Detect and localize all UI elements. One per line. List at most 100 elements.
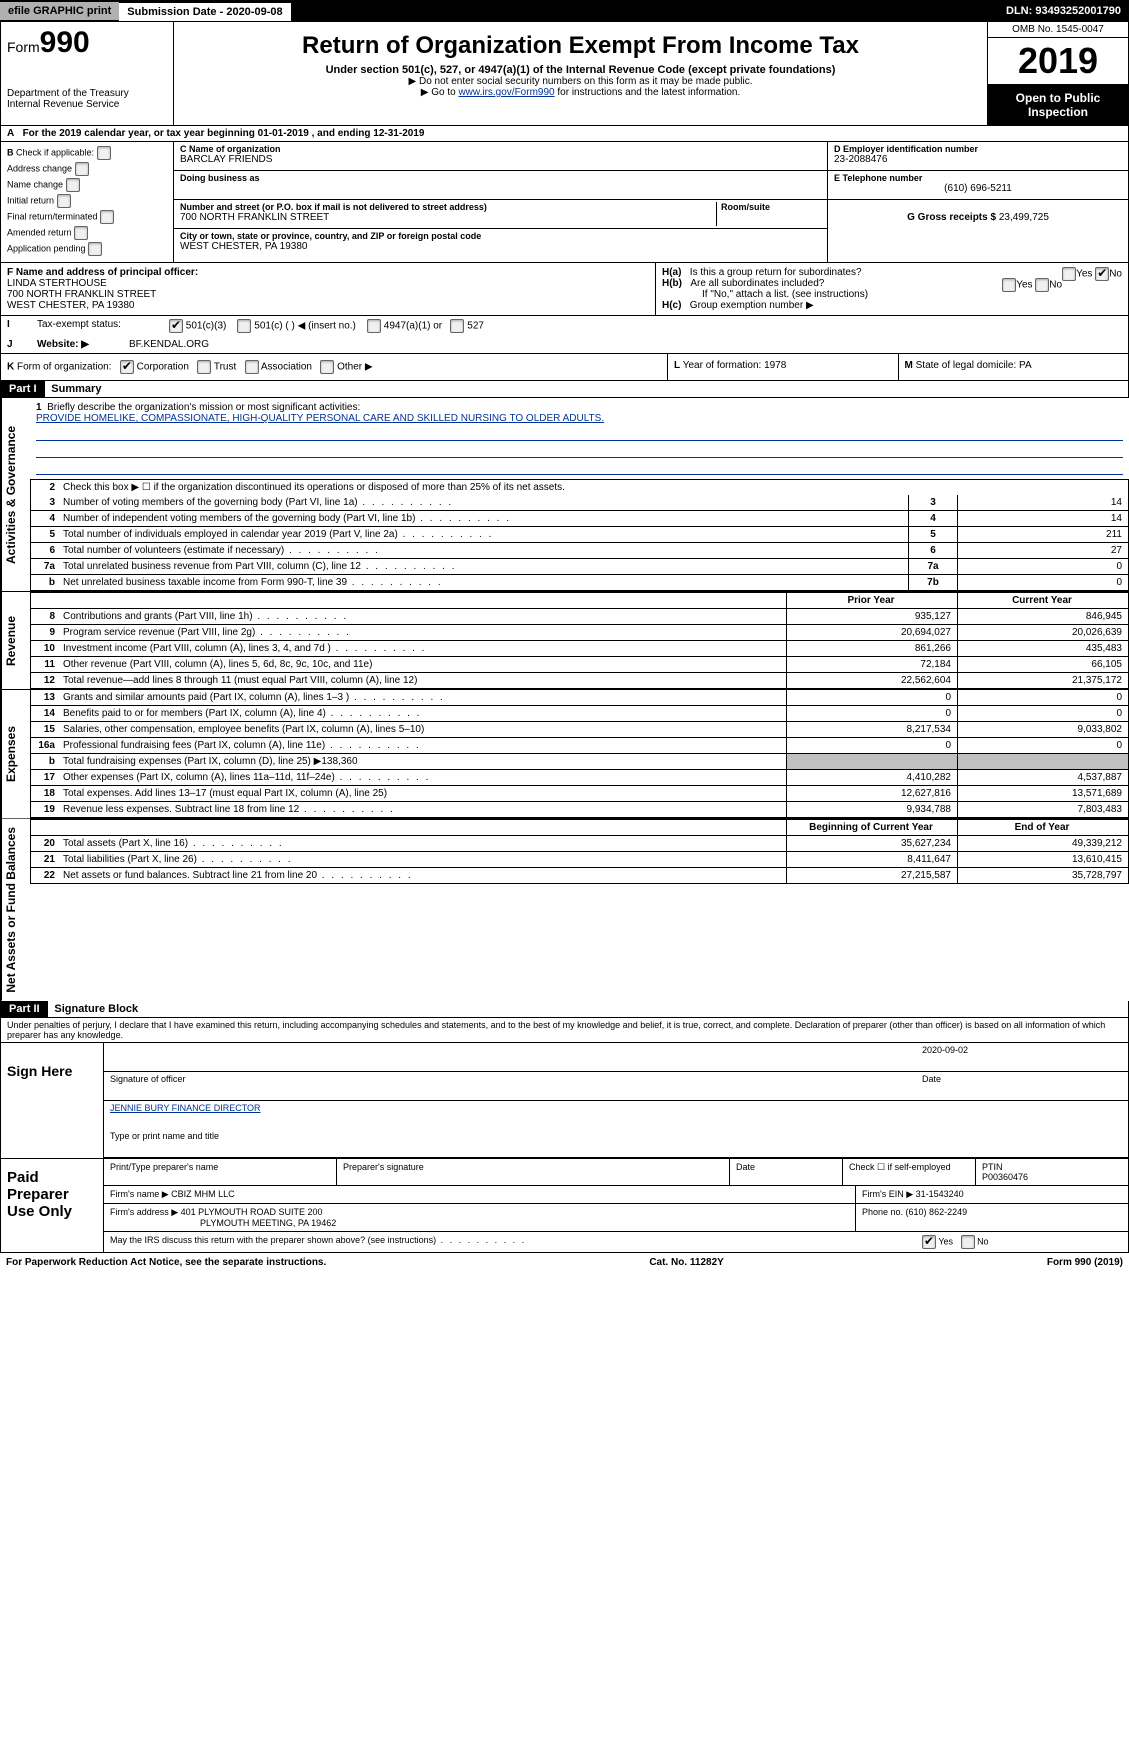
phone-row: E Telephone number (610) 696-5211 — [828, 171, 1128, 200]
section-bcd: B Check if applicable: Address change Na… — [0, 142, 1129, 263]
row-k-l-m: K Form of organization: Corporation Trus… — [0, 354, 1129, 381]
chk-name-change: Name change — [7, 178, 167, 192]
check-applicable[interactable] — [97, 146, 111, 160]
firm-addr2: PLYMOUTH MEETING, PA 19462 — [110, 1218, 336, 1228]
col-c-org-info: C Name of organization BARCLAY FRIENDS D… — [174, 142, 827, 262]
sign-here-label: Sign Here — [1, 1043, 104, 1158]
group-return-section: H(a) Is this a group return for subordin… — [655, 263, 1128, 315]
dept-treasury: Department of the Treasury — [7, 88, 167, 99]
officer-name-link[interactable]: JENNIE BURY FINANCE DIRECTOR — [110, 1103, 261, 1113]
officer-name: LINDA STERTHOUSE — [7, 278, 649, 289]
netassets-table: Beginning of Current YearEnd of Year 20T… — [30, 819, 1129, 884]
perjury-statement: Under penalties of perjury, I declare th… — [1, 1018, 1128, 1043]
mission-box: 1 Briefly describe the organization's mi… — [30, 398, 1129, 480]
officer-name-row: JENNIE BURY FINANCE DIRECTOR — [104, 1101, 1128, 1129]
chk-initial-return: Initial return — [7, 194, 167, 208]
col-b-checkboxes: B Check if applicable: Address change Na… — [1, 142, 174, 262]
city-row: City or town, state or province, country… — [174, 229, 827, 257]
state-domicile: M State of legal domicile: PA — [899, 354, 1129, 380]
expenses-table: 13Grants and similar amounts paid (Part … — [30, 690, 1129, 818]
chk-501c[interactable] — [237, 319, 251, 333]
irs-label: Internal Revenue Service — [7, 99, 167, 110]
open-to-public: Open to Public Inspection — [988, 85, 1128, 125]
row-f-h: F Name and address of principal officer:… — [0, 263, 1129, 316]
address-row: Number and street (or P.O. box if mail i… — [174, 200, 827, 229]
hb-yes[interactable] — [1002, 278, 1016, 292]
paid-preparer-section: Paid Preparer Use Only Print/Type prepar… — [1, 1158, 1128, 1252]
chk-final-return: Final return/terminated — [7, 210, 167, 224]
form-header: Form990 Department of the Treasury Inter… — [0, 22, 1129, 126]
phone-value: (610) 696-5211 — [834, 183, 1122, 194]
chk-corporation[interactable] — [120, 360, 134, 374]
discuss-row: May the IRS discuss this return with the… — [104, 1232, 1128, 1252]
chk-527[interactable] — [450, 319, 464, 333]
chk-app-pending: Application pending — [7, 242, 167, 256]
firm-addr-row: Firm's address ▶ 401 PLYMOUTH ROAD SUITE… — [104, 1204, 1128, 1232]
discuss-no[interactable] — [961, 1235, 975, 1249]
mission-text[interactable]: PROVIDE HOMELIKE, COMPASSIONATE, HIGH-QU… — [36, 413, 604, 424]
gross-receipts-row: G Gross receipts $ 23,499,725 — [828, 200, 1128, 238]
discuss-yes[interactable] — [922, 1235, 936, 1249]
chk-association[interactable] — [245, 360, 259, 374]
chk-address-change: Address change — [7, 162, 167, 176]
firm-name: CBIZ MHM LLC — [171, 1189, 235, 1199]
sig-date-row: 2020-09-02 — [104, 1043, 1128, 1072]
chk-501c3[interactable] — [169, 319, 183, 333]
hb-no[interactable] — [1035, 278, 1049, 292]
omb-number: OMB No. 1545-0047 — [988, 22, 1128, 38]
part-2-title: Signature Block — [50, 1001, 142, 1017]
revenue-label: Revenue — [1, 592, 30, 689]
header-left: Form990 Department of the Treasury Inter… — [1, 22, 174, 125]
org-name: BARCLAY FRIENDS — [180, 154, 821, 165]
row-i: I Tax-exempt status: 501(c)(3) 501(c) ( … — [0, 316, 1129, 336]
subtitle-1: Under section 501(c), 527, or 4947(a)(1)… — [184, 64, 977, 76]
row-j: J Website: ▶ BF.KENDAL.ORG — [0, 336, 1129, 354]
name-title-label-row: Type or print name and title — [104, 1129, 1128, 1158]
firm-addr1: 401 PLYMOUTH ROAD SUITE 200 — [181, 1207, 323, 1217]
efile-label: efile GRAPHIC print — [0, 2, 119, 20]
ein-row: D Employer identification number 23-2088… — [828, 142, 1128, 171]
revenue-wrap: Revenue Prior YearCurrent Year 8Contribu… — [0, 591, 1129, 689]
chk-amended: Amended return — [7, 226, 167, 240]
year-formation: L Year of formation: 1978 — [668, 354, 899, 380]
paid-preparer-label: Paid Preparer Use Only — [1, 1159, 104, 1252]
footer-center: Cat. No. 11282Y — [649, 1257, 723, 1268]
ha-no[interactable] — [1095, 267, 1109, 281]
principal-officer: F Name and address of principal officer:… — [1, 263, 655, 315]
footer-right: Form 990 (2019) — [1047, 1257, 1123, 1268]
firm-phone: (610) 862-2249 — [906, 1207, 968, 1217]
chk-4947[interactable] — [367, 319, 381, 333]
ein-value: 23-2088476 — [834, 154, 1122, 165]
dba-row: Doing business as — [174, 171, 827, 200]
irs-link[interactable]: www.irs.gov/Form990 — [458, 87, 554, 98]
street-address: 700 NORTH FRANKLIN STREET — [180, 212, 716, 223]
sig-officer-row: Signature of officer Date — [104, 1072, 1128, 1101]
tax-year: 2019 — [988, 38, 1128, 85]
header-center: Return of Organization Exempt From Incom… — [174, 22, 987, 125]
chk-trust[interactable] — [197, 360, 211, 374]
expenses-wrap: Expenses 13Grants and similar amounts pa… — [0, 689, 1129, 818]
page-footer: For Paperwork Reduction Act Notice, see … — [0, 1253, 1129, 1272]
ptin-value: P00360476 — [982, 1172, 1028, 1182]
part-2-label: Part II — [1, 1001, 48, 1017]
officer-address: 700 NORTH FRANKLIN STREET — [7, 289, 649, 300]
chk-other[interactable] — [320, 360, 334, 374]
part-2-header-row: Part II Signature Block — [0, 1001, 1129, 1018]
top-bar: efile GRAPHIC print Submission Date - 20… — [0, 0, 1129, 22]
website-value: BF.KENDAL.ORG — [123, 336, 215, 353]
col-d-ein: D Employer identification number 23-2088… — [827, 142, 1128, 262]
footer-left: For Paperwork Reduction Act Notice, see … — [6, 1257, 326, 1268]
subtitle-2: ▶ Do not enter social security numbers o… — [184, 76, 977, 87]
revenue-table: Prior YearCurrent Year 8Contributions an… — [30, 592, 1129, 689]
netassets-label: Net Assets or Fund Balances — [1, 819, 30, 1001]
governance-label: Activities & Governance — [1, 398, 30, 591]
dln: DLN: 93493252001790 — [998, 2, 1129, 20]
part-1-title: Summary — [47, 381, 105, 397]
firm-name-row: Firm's name ▶ CBIZ MHM LLC Firm's EIN ▶ … — [104, 1186, 1128, 1204]
ha-yes[interactable] — [1062, 267, 1076, 281]
signature-block: Under penalties of perjury, I declare th… — [0, 1018, 1129, 1253]
netassets-wrap: Net Assets or Fund Balances Beginning of… — [0, 818, 1129, 1001]
summary-wrap: Activities & Governance 1 Briefly descri… — [0, 398, 1129, 591]
firm-ein: 31-1543240 — [916, 1189, 964, 1199]
part-1-label: Part I — [1, 381, 45, 397]
